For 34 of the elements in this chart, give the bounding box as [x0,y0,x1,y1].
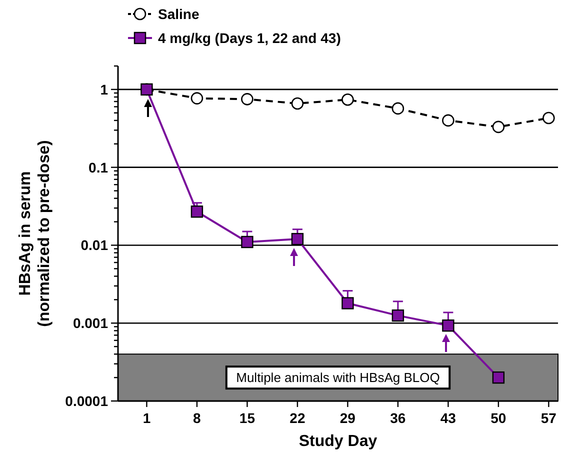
point [442,319,454,332]
point [291,232,304,246]
point [190,206,204,218]
legend-label: Saline [158,6,200,22]
point [492,371,505,384]
x-tick-label: 50 [490,410,506,426]
point [291,97,304,110]
point [492,120,505,134]
x-tick-label: 36 [390,410,406,426]
point [342,93,354,106]
y-tick-label: 0.0001 [65,393,108,409]
legend-label: 4 mg/kg (Days 1, 22 and 43) [158,30,341,46]
x-tick-label: 29 [340,410,356,426]
y-tick-label: 1 [100,81,108,98]
x-tick-label: 57 [540,410,557,426]
point [542,112,555,124]
y-tick-label: 0.01 [80,237,108,254]
x-tick-label: 15 [239,410,256,426]
x-tick-label: 8 [193,410,202,426]
x-tick-label: 1 [142,410,151,426]
band-label: Multiple animals with HBsAg BLOQ [236,370,440,386]
x-tick-label: 43 [440,410,456,426]
y-tick-label: 0.001 [72,315,108,332]
point [241,93,254,106]
point [392,102,404,115]
x-tick-label: 22 [290,410,306,426]
y-axis-title: HBsAg in serum (normalized to pre-dose) [17,140,53,327]
point [342,297,354,310]
y-tick-label: 0.1 [88,159,108,176]
point [442,114,454,127]
point [241,236,254,248]
point [392,309,404,322]
x-axis-title: Study Day [298,433,378,450]
point [190,92,204,104]
